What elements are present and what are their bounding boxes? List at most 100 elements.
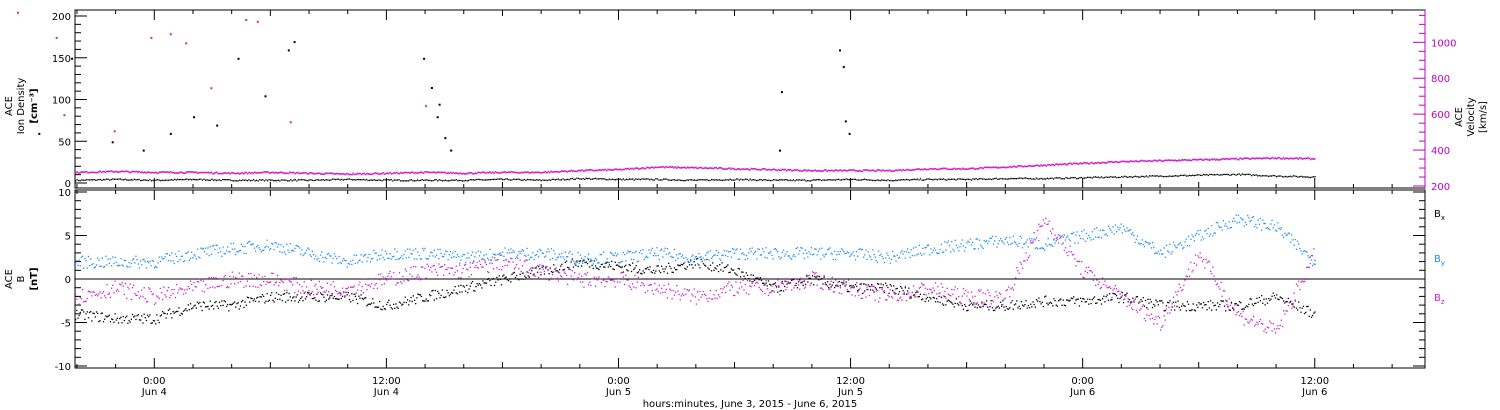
by-point (231, 248, 233, 250)
density-point (355, 179, 357, 181)
bz-point (261, 276, 264, 278)
by-point (316, 259, 318, 261)
density-point (919, 178, 922, 180)
density-point (1213, 174, 1216, 176)
density-point (1277, 175, 1279, 177)
bx-point (1305, 311, 1307, 314)
by-point (1050, 244, 1053, 246)
bz-point (793, 287, 795, 289)
bx-point (1161, 300, 1163, 302)
velocity-point (988, 166, 991, 169)
density-spike-point (842, 66, 845, 69)
bx-point (1209, 300, 1212, 302)
bz-point (830, 280, 832, 282)
by-point (961, 239, 963, 241)
density-point (172, 179, 174, 181)
by-point (785, 253, 787, 255)
bx-point (756, 277, 758, 279)
velocity-point (96, 171, 99, 174)
bx-point (1248, 303, 1250, 305)
density-point (1303, 176, 1305, 178)
velocity-point (827, 169, 830, 172)
velocity-point (1270, 157, 1273, 159)
velocity-point (735, 168, 738, 171)
bx-point (460, 284, 462, 287)
bx-point (795, 282, 797, 284)
velocity-point (182, 172, 184, 174)
bx-point (705, 265, 707, 267)
density-point (526, 178, 529, 181)
bx-point (1249, 298, 1251, 300)
bz-point (690, 300, 692, 302)
bx-point (369, 303, 372, 305)
density-point (689, 179, 691, 181)
velocity-point (982, 167, 984, 170)
bz-point (1031, 242, 1033, 244)
by-point (1255, 223, 1257, 225)
density-point (279, 180, 281, 182)
by-point (578, 262, 580, 264)
bx-point (924, 300, 926, 303)
velocity-point (969, 167, 972, 170)
bx-point (478, 283, 481, 285)
velocity-point (80, 171, 82, 173)
by-point (1111, 231, 1113, 233)
density-point (1175, 175, 1177, 177)
bx-point (645, 268, 648, 270)
bz-point (815, 272, 817, 274)
bz-point (445, 268, 447, 271)
by-point (273, 248, 275, 251)
density-point (1096, 176, 1098, 178)
density-point (239, 179, 241, 181)
by-point (1214, 232, 1216, 234)
bz-point (851, 294, 853, 296)
bx-point (1128, 299, 1130, 301)
by-point (930, 248, 932, 250)
velocity-point (896, 169, 899, 172)
bz-point (330, 284, 332, 286)
bz-point (818, 279, 821, 281)
bx-point (307, 291, 309, 294)
bx-point (117, 322, 120, 324)
velocity-point (420, 171, 422, 173)
velocity-point (427, 171, 429, 173)
bz-point (806, 274, 808, 276)
by-point (1115, 231, 1118, 233)
by-point (431, 252, 433, 254)
by-point (1223, 225, 1226, 227)
bx-point (568, 267, 570, 269)
velocity-point (158, 171, 161, 173)
density-point (194, 179, 196, 181)
bz-point (673, 294, 676, 296)
bx-point (193, 305, 195, 307)
density-point (861, 179, 863, 181)
bz-point (534, 275, 536, 277)
density-spike-point (142, 149, 145, 152)
by-point (143, 259, 145, 261)
density-point (1257, 175, 1259, 177)
density-point (627, 178, 629, 181)
density-point (486, 179, 488, 181)
bz-point (181, 288, 184, 290)
bx-point (1256, 297, 1258, 299)
velocity-point (92, 171, 95, 174)
bx-point (126, 315, 128, 317)
by-point (251, 244, 253, 246)
bz-point (164, 294, 166, 296)
bx-point (987, 306, 989, 308)
density-point (675, 179, 677, 181)
density-point (307, 180, 309, 182)
by-point (287, 249, 289, 251)
density-point (231, 180, 233, 182)
by-point (324, 256, 326, 258)
density-point (816, 179, 818, 181)
velocity-point (192, 171, 195, 173)
bx-point (297, 301, 300, 303)
by-point (675, 259, 677, 262)
velocity-point (978, 167, 980, 170)
density-point (282, 179, 284, 181)
density-point (536, 179, 538, 181)
bz-point (737, 292, 739, 294)
by-point (719, 258, 721, 260)
by-point (1129, 229, 1132, 231)
